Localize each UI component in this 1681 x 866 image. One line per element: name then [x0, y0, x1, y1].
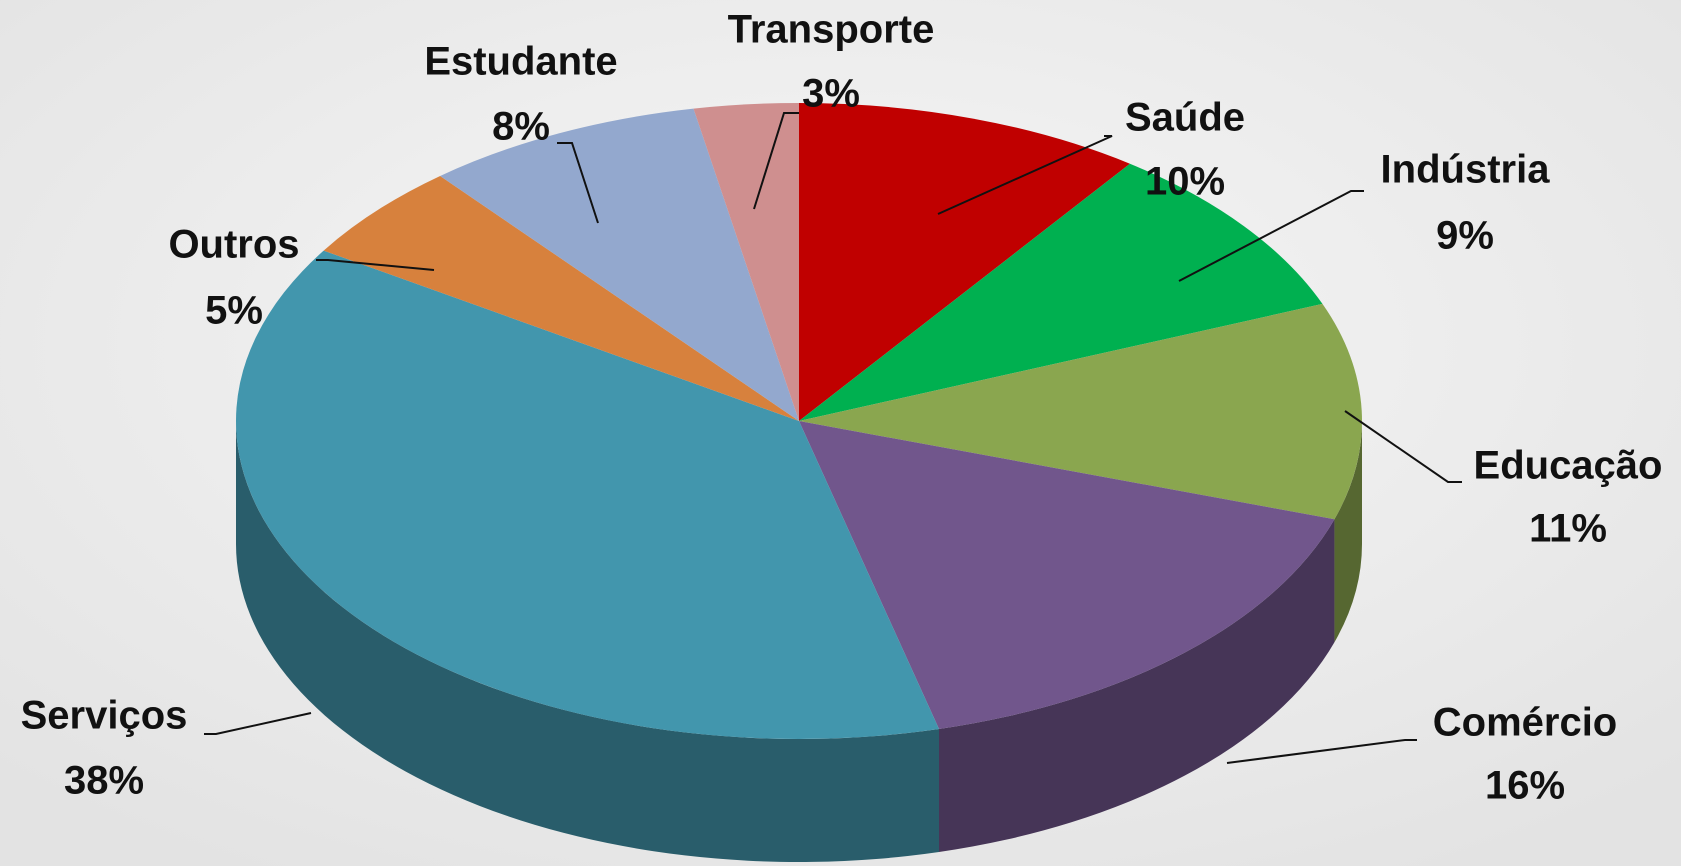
slice: [323, 175, 799, 421]
leader-line: [557, 142, 599, 224]
slice-value-label: 10%: [1145, 160, 1225, 204]
leader-line: [1178, 190, 1364, 282]
slice: [693, 103, 799, 421]
slice: [799, 103, 1130, 421]
slice: [799, 163, 1323, 421]
slice-value-label: 9%: [1436, 214, 1494, 258]
slice-label: Outros: [168, 223, 299, 267]
slice-label: Transporte: [728, 8, 935, 52]
slice-value-label: 8%: [492, 105, 550, 149]
slice-label: Estudante: [424, 40, 617, 84]
slice-value-label: 16%: [1485, 764, 1565, 808]
slice-value-label: 3%: [802, 72, 860, 116]
leader-line: [204, 712, 312, 735]
slice-label: Comércio: [1433, 701, 1618, 745]
leader-line: [1226, 739, 1417, 764]
leader-line: [937, 135, 1113, 215]
slice-label: Serviços: [21, 694, 188, 738]
slice-value-label: 5%: [205, 289, 263, 333]
slice-side: [1334, 421, 1362, 643]
slice-value-label: 38%: [64, 759, 144, 803]
slice: [799, 421, 1335, 730]
leader-line: [753, 112, 799, 210]
slice-label: Educação: [1474, 444, 1663, 488]
slice-side: [235, 421, 940, 863]
leader-line: [316, 259, 435, 271]
slice-label: Saúde: [1125, 96, 1245, 140]
slice: [235, 250, 940, 740]
slice: [799, 303, 1362, 520]
slice-value-label: 11%: [1529, 507, 1607, 551]
leader-line: [1344, 410, 1462, 483]
slice-label: Indústria: [1381, 148, 1551, 192]
slice-side: [939, 519, 1335, 853]
slice: [440, 108, 799, 421]
